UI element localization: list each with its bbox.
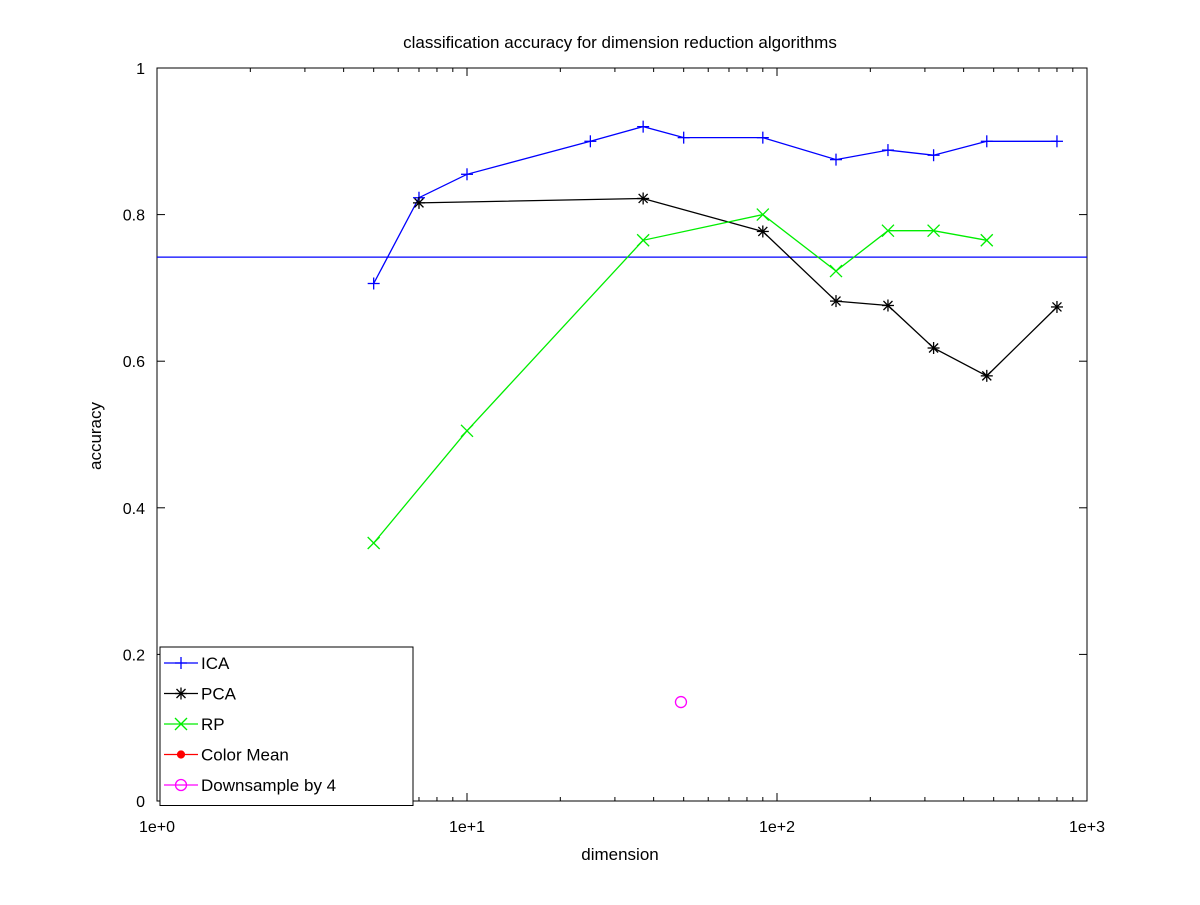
- data-point-pca: [980, 369, 993, 382]
- marker-stroke: [414, 197, 424, 208]
- marker-stroke: [367, 536, 381, 550]
- marker-stroke: [881, 224, 895, 238]
- data-point-pca: [881, 299, 894, 312]
- data-point-ica: [637, 120, 650, 133]
- data-point-pca: [412, 196, 425, 209]
- series-line-ica: [373, 125, 1057, 284]
- data-point-rp: [460, 424, 474, 438]
- y-axis-label: accuracy: [86, 401, 105, 470]
- chart-title: classification accuracy for dimension re…: [403, 33, 837, 52]
- legend-marker: [176, 750, 186, 759]
- legend-marker: [174, 778, 188, 792]
- data-point-ica: [1050, 135, 1063, 148]
- legend-label: PCA: [201, 685, 237, 704]
- legend-box: [159, 646, 414, 806]
- marker-stroke: [927, 224, 941, 238]
- data-point-rp: [636, 233, 650, 247]
- legend-label: Color Mean: [201, 746, 289, 765]
- data-point-pca: [637, 192, 650, 205]
- x-tick-label: 1e+1: [449, 819, 485, 836]
- marker-stroke: [638, 193, 649, 204]
- y-tick-label: 0: [136, 794, 145, 811]
- legend-entry: PCA: [164, 685, 237, 704]
- data-point-rp: [980, 233, 994, 247]
- y-tick-label: 0.8: [123, 208, 145, 225]
- marker-stroke: [883, 300, 893, 311]
- legend-marker: [174, 717, 188, 731]
- y-tick-label: 0.2: [123, 647, 145, 664]
- marker-stroke: [1051, 301, 1062, 312]
- legend-label: RP: [201, 715, 225, 734]
- data-point-ica: [367, 277, 380, 290]
- y-tick-label: 0.6: [123, 354, 145, 371]
- data-point-downsample-by-4: [674, 695, 688, 709]
- data-point-ica: [584, 135, 597, 148]
- legend-entry: Color Mean: [164, 746, 289, 765]
- legend-entry: Downsample by 4: [164, 776, 336, 795]
- x-tick-label: 1e+2: [759, 819, 795, 836]
- data-point-rp: [881, 224, 895, 238]
- marker-stroke: [757, 226, 768, 237]
- chart-legend: ICA PCA RP Color Mean Downsample by 4: [159, 646, 414, 806]
- data-point-ica: [927, 149, 940, 162]
- marker-stroke: [981, 370, 992, 381]
- x-tick-label: 1e+0: [139, 819, 175, 836]
- plot-area: 0 0.2 0.4 0.6 0.8 1 1e+0 1e+1 1e+2 1e+3 ICA PCA RP Co…: [123, 61, 1105, 836]
- plot-frame: [156, 67, 1088, 802]
- marker-stroke: [174, 717, 188, 731]
- data-point-rp: [756, 208, 770, 222]
- marker-stroke: [980, 233, 994, 247]
- marker-stroke: [176, 688, 186, 699]
- marker-stroke: [928, 343, 939, 353]
- marker-shape: [176, 750, 186, 759]
- data-point-rp: [367, 536, 381, 550]
- marker-shape: [174, 778, 188, 792]
- data-point-ica: [677, 131, 690, 144]
- legend-label: ICA: [201, 654, 230, 673]
- data-point-ica: [881, 144, 894, 157]
- y-tick-label: 0.4: [123, 501, 145, 518]
- x-axis-label: dimension: [581, 845, 659, 864]
- data-point-rp: [927, 224, 941, 238]
- data-point-ica: [756, 131, 769, 144]
- marker-stroke: [460, 424, 474, 438]
- series-line-rp: [373, 213, 987, 544]
- legend-label: Downsample by 4: [201, 776, 336, 795]
- legend-entry: ICA: [164, 654, 230, 673]
- data-point-pca: [830, 295, 843, 308]
- y-tick-label: 1: [136, 61, 145, 78]
- x-tick-label: 1e+3: [1069, 819, 1105, 836]
- data-point-ica: [830, 153, 843, 166]
- legend-marker: [175, 657, 187, 669]
- data-point-pca: [756, 225, 769, 238]
- legend-entry: RP: [164, 715, 225, 734]
- data-point-pca: [927, 342, 940, 355]
- marker-shape: [674, 695, 688, 709]
- marker-stroke: [756, 208, 770, 222]
- marker-stroke: [829, 264, 843, 278]
- data-point-rp: [829, 264, 843, 278]
- marker-stroke: [636, 233, 650, 247]
- data-point-ica: [461, 168, 473, 181]
- series-line-pca: [418, 197, 1058, 377]
- marker-stroke: [831, 296, 841, 307]
- data-point-pca: [1050, 300, 1063, 313]
- data-point-ica: [980, 135, 993, 148]
- legend-marker: [175, 687, 187, 700]
